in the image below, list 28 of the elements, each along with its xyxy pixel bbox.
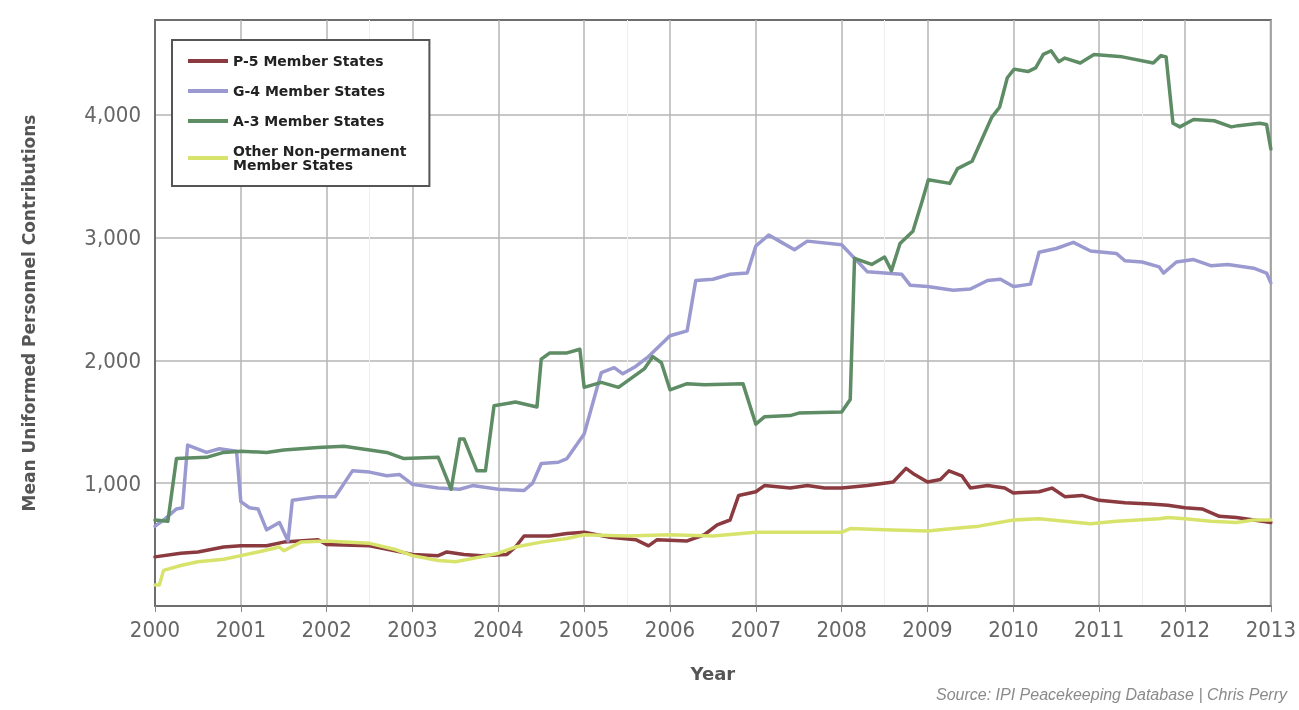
line-series xyxy=(153,48,1273,523)
line-series xyxy=(153,233,1273,543)
x-tick-label: 2009 xyxy=(902,616,953,642)
legend-label: A-3 Member States xyxy=(233,113,385,129)
x-tick-label: 2004 xyxy=(473,616,524,642)
legend-label: G-4 Member States xyxy=(233,83,385,99)
x-tick-label: 2012 xyxy=(1159,616,1211,642)
x-tick-label: 2000 xyxy=(129,616,181,642)
x-tick-label: 2003 xyxy=(387,616,438,642)
x-tick-label: 2002 xyxy=(301,616,352,642)
legend-label: Other Non-permanent Member States xyxy=(233,143,412,173)
x-tick-label: 2007 xyxy=(730,616,782,642)
x-tick-label: 2001 xyxy=(215,616,267,642)
x-tick-label: 2013 xyxy=(1245,616,1296,642)
x-tick-label: 2011 xyxy=(1073,616,1125,642)
y-tick-label: 3,000 xyxy=(84,224,141,250)
x-tick-label: 2005 xyxy=(558,616,610,642)
y-tick-label: 4,000 xyxy=(84,102,141,128)
x-tick-label: 2010 xyxy=(988,616,1039,642)
x-tick-label: 2006 xyxy=(644,616,696,642)
legend-label: P-5 Member States xyxy=(233,53,384,69)
y-tick-label: 1,000 xyxy=(84,470,141,496)
y-tick-label: 2,000 xyxy=(84,347,141,373)
y-axis-title: Mean Uniformed Personnel Contributions xyxy=(18,114,39,512)
x-tick-label: 2008 xyxy=(816,616,867,642)
source-note: Source: IPI Peacekeeping Database | Chris Perry xyxy=(936,685,1288,703)
line-series xyxy=(153,515,1273,587)
x-axis-title: Year xyxy=(689,662,736,684)
